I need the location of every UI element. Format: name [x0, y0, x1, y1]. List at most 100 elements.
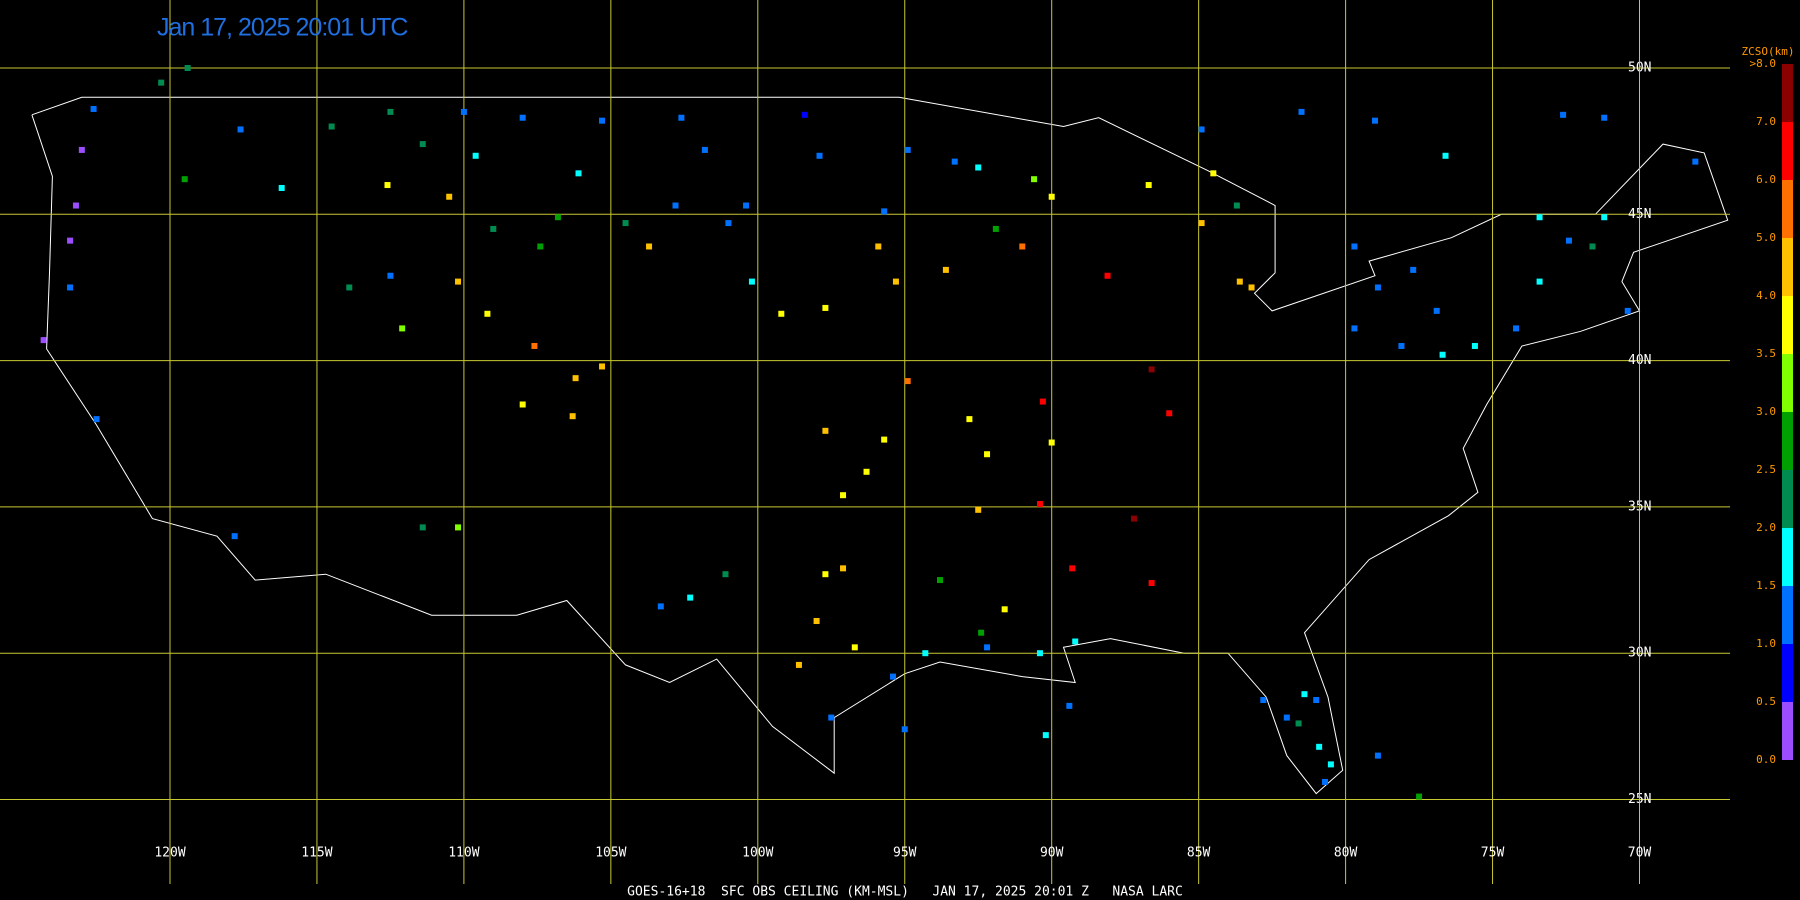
- map-title: Jan 17, 2025 20:01 UTC: [157, 14, 408, 42]
- station: [1210, 170, 1217, 177]
- station: [90, 105, 97, 112]
- lon-label: 80W: [1334, 846, 1358, 861]
- colorbar-segment: [1782, 64, 1793, 122]
- station: [828, 714, 835, 721]
- colorbar-segment: [1782, 644, 1793, 702]
- station: [863, 468, 870, 475]
- station: [1416, 793, 1423, 800]
- station: [40, 337, 47, 344]
- colorbar-label: 6.0: [1756, 173, 1776, 186]
- colorbar-label: 2.0: [1756, 521, 1776, 534]
- lon-label: 110W: [448, 846, 479, 861]
- station: [554, 214, 561, 221]
- station: [1398, 342, 1405, 349]
- station: [1371, 117, 1378, 124]
- station: [387, 108, 394, 115]
- station: [531, 342, 538, 349]
- station: [67, 284, 74, 291]
- station: [1301, 691, 1308, 698]
- station: [1589, 243, 1596, 250]
- colorbar-segment: [1782, 122, 1793, 180]
- colorbar-label: 0.0: [1756, 753, 1776, 766]
- lon-label: 120W: [154, 846, 185, 861]
- station: [519, 401, 526, 408]
- station: [1048, 193, 1055, 200]
- station: [1198, 126, 1205, 133]
- station: [1148, 366, 1155, 373]
- stations: [40, 65, 1699, 800]
- station: [822, 304, 829, 311]
- station: [384, 182, 391, 189]
- station: [1233, 202, 1240, 209]
- station: [875, 243, 882, 250]
- station: [93, 416, 100, 423]
- station: [889, 673, 896, 680]
- station: [701, 146, 708, 153]
- station: [978, 629, 985, 636]
- station: [904, 146, 911, 153]
- station: [599, 117, 606, 124]
- station: [1260, 697, 1267, 704]
- station: [1692, 158, 1699, 165]
- station: [399, 325, 406, 332]
- station: [1351, 325, 1358, 332]
- station: [446, 193, 453, 200]
- station: [78, 146, 85, 153]
- station: [975, 164, 982, 171]
- station: [575, 170, 582, 177]
- station: [472, 152, 479, 159]
- station: [1536, 214, 1543, 221]
- colorbar-title: ZCSO(km): [1742, 45, 1795, 58]
- station: [851, 644, 858, 651]
- station: [657, 603, 664, 610]
- station: [1148, 579, 1155, 586]
- colorbar-segment: [1782, 528, 1793, 586]
- station: [1039, 398, 1046, 405]
- station: [801, 111, 808, 118]
- station: [975, 506, 982, 513]
- station: [1036, 650, 1043, 657]
- station: [1298, 108, 1305, 115]
- station: [1283, 714, 1290, 721]
- colorbar: ZCSO(km) 0.0 0.5 1.0 1.5 2.0 2.5 3.0 3.5 4.0 5.0 6.…: [1742, 45, 1795, 766]
- lon-label: 90W: [1040, 846, 1064, 861]
- colorbar-label: >8.0: [1750, 57, 1777, 70]
- colorbar-label: 5.0: [1756, 231, 1776, 244]
- station: [1130, 515, 1137, 522]
- station: [569, 413, 576, 420]
- lon-label: 75W: [1481, 846, 1505, 861]
- station: [672, 202, 679, 209]
- station: [1145, 182, 1152, 189]
- station: [1069, 565, 1076, 572]
- colorbar-segment: [1782, 296, 1793, 354]
- station: [881, 436, 888, 443]
- station: [942, 266, 949, 273]
- station: [1042, 732, 1049, 739]
- station: [1536, 278, 1543, 285]
- station: [951, 158, 958, 165]
- station: [795, 661, 802, 668]
- lon-label: 115W: [301, 846, 332, 861]
- station: [901, 726, 908, 733]
- station: [1066, 702, 1073, 709]
- station: [840, 565, 847, 572]
- colorbar-label: 1.5: [1756, 579, 1776, 592]
- station: [646, 243, 653, 250]
- station: [904, 378, 911, 385]
- station: [622, 220, 629, 227]
- station: [328, 123, 335, 130]
- station: [1104, 272, 1111, 279]
- colorbar-label: 3.5: [1756, 347, 1776, 360]
- station: [1351, 243, 1358, 250]
- station: [1322, 778, 1329, 785]
- station: [460, 108, 467, 115]
- footer: GOES-16+18 SFC OBS CEILING (KM-MSL) JAN …: [627, 885, 1183, 900]
- lon-label: 85W: [1187, 846, 1211, 861]
- station: [1295, 720, 1302, 727]
- station: [1166, 410, 1173, 417]
- station: [1248, 284, 1255, 291]
- station: [1313, 697, 1320, 704]
